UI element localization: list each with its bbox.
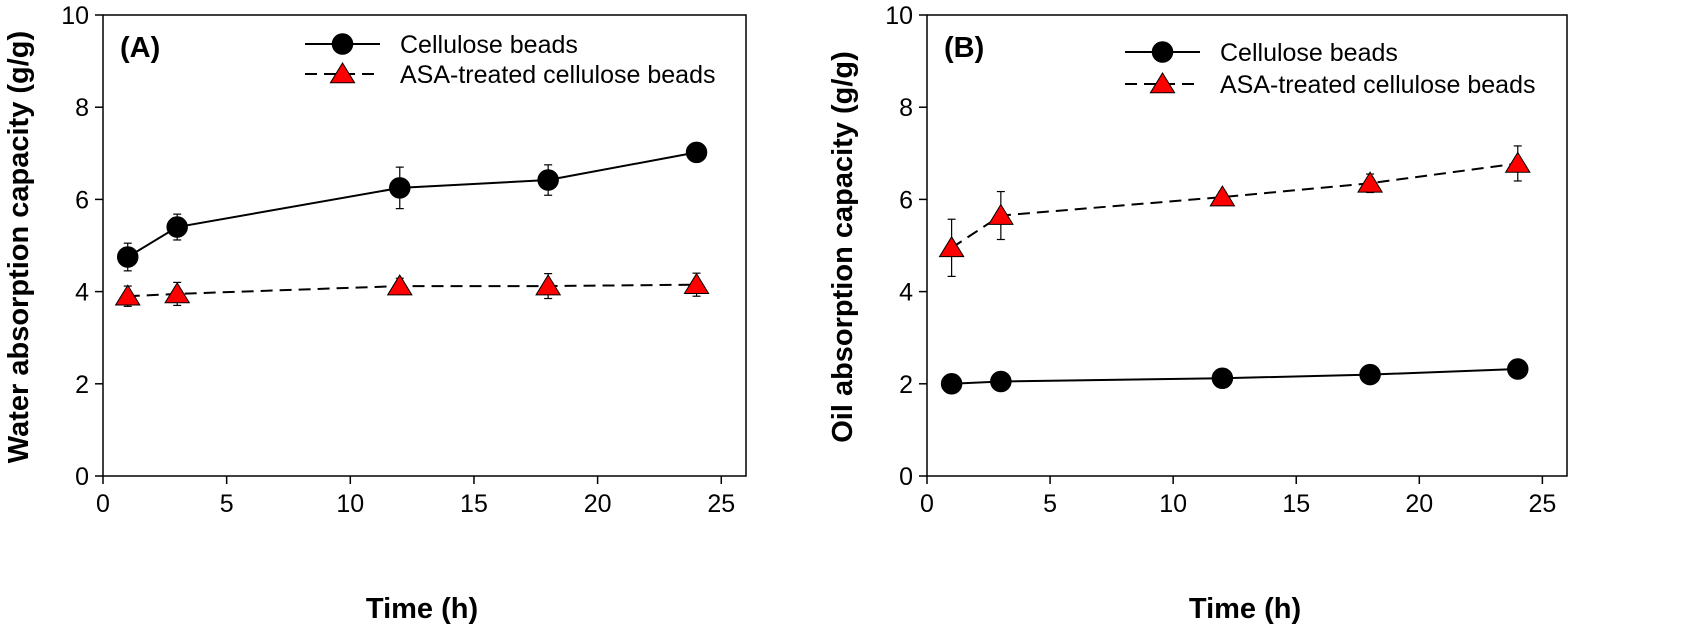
panel-b-series-0-point (990, 370, 1012, 393)
panel-b-label: (B) (944, 32, 984, 64)
panel-b-y-tick-label: 0 (899, 463, 913, 491)
panel-a: Water absorption capacity (g/g) Time (h)… (3, 2, 747, 625)
panel-b-legend-label-0: Cellulose beads (1220, 39, 1398, 67)
panel-a-series-0-point (166, 216, 188, 238)
panel-a-ylabel: Water absorption capacity (g/g) (3, 31, 35, 463)
panel-b-y-tick-label: 4 (899, 279, 913, 307)
panel-a-legend-label-1: ASA-treated cellulose beads (400, 61, 715, 89)
panel-a-series-1-point (386, 274, 413, 296)
panel-a-x-tick-label: 0 (96, 490, 110, 518)
panel-b-series-0-point (1507, 358, 1529, 380)
panel-b-y-tick-label: 2 (899, 371, 913, 399)
panel-a-series-0-point (389, 177, 411, 199)
panel-b-series-1-line (951, 162, 1518, 249)
panel-b-legend-marker-0 (1151, 41, 1174, 63)
panel-a-y-tick-label: 6 (75, 186, 89, 214)
panel-a-series-1-point (683, 272, 710, 294)
panel-b-x-tick-label: 0 (920, 490, 934, 518)
panel-a-legend-marker-1 (329, 62, 356, 84)
panel-a-series-0-point (116, 246, 139, 268)
panel-b-x-tick-label: 25 (1528, 490, 1556, 518)
panel-b-x-tick-label: 20 (1405, 490, 1433, 518)
panel-b-y-tick-label: 10 (885, 2, 913, 30)
panel-b-ylabel: Oil absorption capacity (g/g) (827, 51, 859, 443)
panel-b-series-1-point (1209, 185, 1236, 207)
panel-a-series-1-point (164, 281, 191, 304)
panel-b-series-0-point (940, 373, 963, 395)
panel-a-y-tick-label: 8 (75, 94, 89, 122)
panel-a-x-tick-label: 25 (707, 490, 735, 518)
panel-a-series-1-point (535, 274, 562, 296)
panel-a-xlabel: Time (h) (366, 593, 478, 625)
panel-b-y-tick-label: 8 (899, 94, 913, 122)
panel-a-y-tick-label: 4 (75, 279, 89, 307)
panel-b-series-1-point (938, 235, 965, 258)
panel-b-y-tick-label: 6 (899, 186, 913, 214)
panel-a-plot-frame (102, 14, 747, 477)
panel-b-series-0-point (1211, 367, 1234, 390)
panel-a-x-tick-label: 5 (220, 490, 234, 518)
panel-b-legend-marker-1 (1149, 72, 1176, 94)
panel-b-series-1-point (987, 203, 1014, 225)
panel-a-y-tick-label: 2 (75, 371, 89, 399)
panel-a-x-tick-label: 15 (460, 490, 488, 518)
panel-b-x-tick-label: 15 (1282, 490, 1310, 518)
panel-a-label: (A) (120, 32, 160, 64)
panel-a-series-0-point (537, 169, 559, 191)
panel-b-series-0-point (1359, 363, 1381, 386)
panel-b-x-tick-label: 10 (1159, 490, 1187, 518)
panel-a-x-tick-label: 10 (336, 490, 364, 518)
panel-a-y-tick-label: 10 (61, 2, 89, 30)
panel-b-series-1-point (1357, 171, 1384, 193)
panel-a-series-1-point (114, 284, 141, 306)
panel-b-x-tick-label: 5 (1043, 490, 1057, 518)
panel-a-series-0-line (127, 151, 697, 258)
panel-a-legend-label-0: Cellulose beads (400, 31, 578, 59)
panel-b: Oil absorption capacity (g/g) Time (h) (… (827, 2, 1568, 625)
panel-a-legend-marker-0 (331, 33, 354, 55)
panel-a-x-tick-label: 20 (584, 490, 612, 518)
panel-a-y-tick-label: 0 (75, 463, 89, 491)
panel-b-xlabel: Time (h) (1189, 593, 1301, 625)
panel-b-series-0-line (951, 368, 1518, 385)
panel-a-series-0-point (685, 141, 708, 164)
panel-b-series-1-point (1504, 151, 1531, 173)
panel-b-legend-label-1: ASA-treated cellulose beads (1220, 71, 1535, 99)
panel-b-plot-frame (926, 14, 1568, 477)
